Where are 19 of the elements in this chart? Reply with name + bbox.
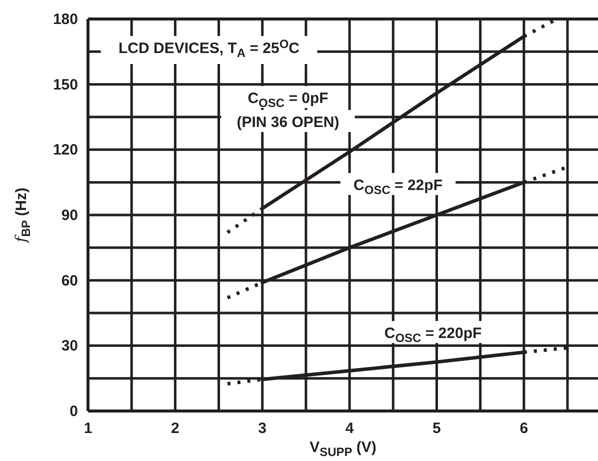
annotation: C$_{OSC}$ = 22pF bbox=[354, 177, 442, 197]
y-tick-label: 60 bbox=[61, 272, 78, 290]
x-tick-label: 6 bbox=[520, 420, 528, 437]
x-axis-title: V$_{SUPP}$ (V) bbox=[310, 439, 376, 459]
y-tick-label: 180 bbox=[52, 11, 78, 28]
x-tick-label: 1 bbox=[84, 420, 92, 437]
annotation: LCD DEVICES, T$_{A}$ = 25$^{O}$C bbox=[118, 36, 300, 60]
x-tick-label: 5 bbox=[432, 420, 441, 437]
annotation: C$_{OSC}$ = 220pF bbox=[384, 325, 482, 345]
y-tick-label: 150 bbox=[52, 76, 78, 94]
y-tick-label: 30 bbox=[61, 338, 78, 355]
annotation: (PIN 36 OPEN) bbox=[236, 114, 340, 131]
y-tick-label: 120 bbox=[52, 142, 78, 159]
annotation: C$_{OSC}$ = 0pF bbox=[248, 90, 328, 110]
y-tick-label: 90 bbox=[61, 207, 78, 224]
y-tick-label: 0 bbox=[70, 403, 78, 420]
x-tick-label: 4 bbox=[345, 420, 354, 437]
x-tick-label: 2 bbox=[171, 420, 180, 437]
x-tick-label: 3 bbox=[258, 420, 267, 437]
